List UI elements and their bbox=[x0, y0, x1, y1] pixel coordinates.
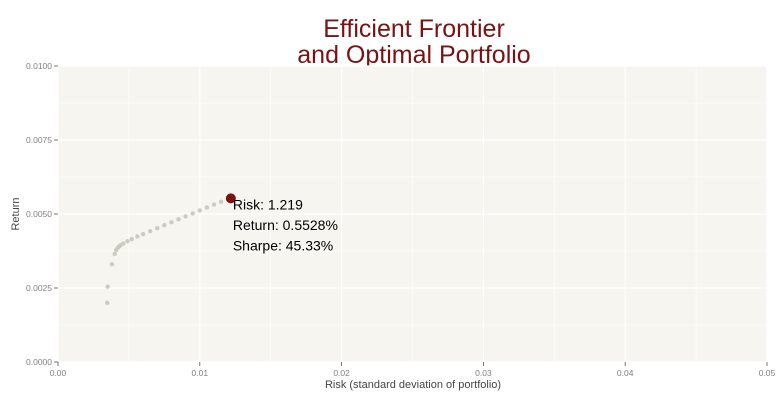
frontier-point bbox=[121, 241, 126, 246]
frontier-point bbox=[197, 208, 202, 213]
frontier-point bbox=[135, 234, 140, 239]
y-tick-label: 0.0050 bbox=[26, 209, 52, 219]
x-tick-label: 0.02 bbox=[333, 368, 350, 378]
y-tick-label: 0.0075 bbox=[26, 135, 52, 145]
frontier-point bbox=[218, 199, 224, 205]
frontier-point bbox=[169, 220, 174, 225]
annotation-return: Return: 0.5528% bbox=[233, 217, 338, 233]
optimal-portfolio-point bbox=[225, 193, 236, 204]
x-tick-label: 0.00 bbox=[50, 368, 67, 378]
frontier-point bbox=[140, 231, 146, 237]
y-axis-label: Return bbox=[10, 197, 22, 230]
frontier-point bbox=[176, 217, 181, 222]
annotation-risk: Risk: 1.219 bbox=[233, 196, 303, 212]
frontier-points bbox=[105, 197, 231, 305]
frontier-point bbox=[112, 251, 117, 257]
frontier-point bbox=[211, 202, 217, 207]
frontier-point bbox=[204, 205, 210, 210]
axes: 0.00 0.01 0.02 0.03 0.04 0.05 0.0000 0.0025 0.00… bbox=[26, 61, 776, 378]
x-tick-label: 0.05 bbox=[759, 368, 776, 378]
frontier-point bbox=[190, 211, 195, 216]
frontier-point bbox=[155, 226, 160, 231]
frontier-point bbox=[162, 223, 167, 228]
frontier-point bbox=[183, 214, 188, 219]
y-tick-label: 0.0100 bbox=[26, 61, 52, 71]
x-tick-label: 0.03 bbox=[475, 368, 492, 378]
frontier-point bbox=[129, 236, 134, 242]
frontier-point bbox=[147, 228, 153, 234]
y-tick-label: 0.0025 bbox=[26, 283, 52, 293]
x-tick-label: 0.04 bbox=[617, 368, 634, 378]
chart-title-line-2: and Optimal Portfolio bbox=[297, 41, 530, 69]
frontier-point bbox=[109, 262, 115, 267]
frontier-point bbox=[105, 284, 110, 289]
x-tick-label: 0.01 bbox=[192, 368, 209, 378]
frontier-point bbox=[105, 300, 110, 305]
annotation-sharpe: Sharpe: 45.33% bbox=[233, 237, 333, 253]
frontier-point bbox=[125, 239, 130, 244]
chart-title-line-1: Efficient Frontier bbox=[323, 15, 505, 43]
x-axis-label: Risk (standard deviation of portfolio) bbox=[325, 379, 501, 391]
y-tick-label: 0.0000 bbox=[26, 357, 52, 367]
